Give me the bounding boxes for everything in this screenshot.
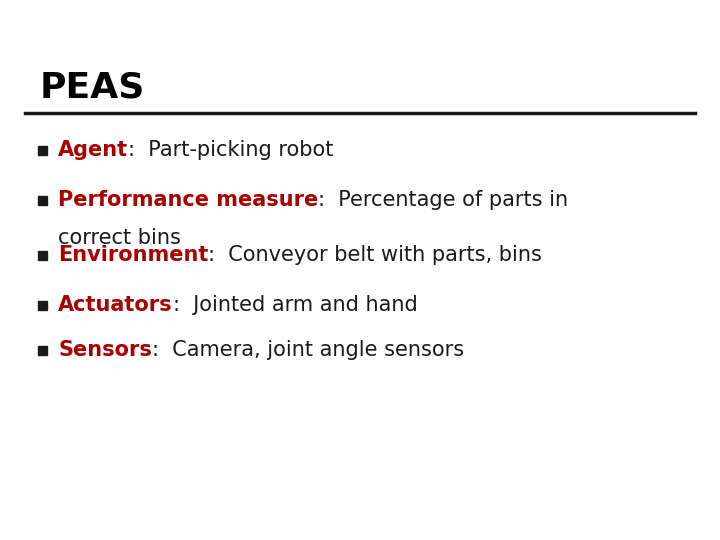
Text: :  Jointed arm and hand: : Jointed arm and hand [173, 295, 418, 315]
Text: :  Conveyor belt with parts, bins: : Conveyor belt with parts, bins [208, 245, 542, 265]
Text: CS 370 – Artificial Intelligence: CS 370 – Artificial Intelligence [29, 516, 217, 529]
Text: Performance measure: Performance measure [58, 190, 318, 210]
Text: Dr. Mohamed Tounsi: Dr. Mohamed Tounsi [297, 516, 423, 529]
Bar [38, 251, 47, 260]
Text: PSU: PSU [626, 516, 651, 529]
Text: Agent: Agent [58, 140, 128, 160]
Text: Actuators: Actuators [58, 295, 173, 315]
Bar [38, 146, 47, 155]
Text: :  Camera, joint angle sensors: : Camera, joint angle sensors [152, 340, 464, 360]
Text: Environment: Environment [58, 245, 208, 265]
Text: correct bins: correct bins [58, 228, 181, 248]
Text: :  Percentage of parts in: : Percentage of parts in [318, 190, 568, 210]
Text: PEAS: PEAS [40, 70, 145, 104]
Bar [38, 196, 47, 205]
Bar [38, 346, 47, 355]
Bar [38, 301, 47, 310]
Text: :  Part-picking robot: : Part-picking robot [128, 140, 333, 160]
Text: Sensors: Sensors [58, 340, 152, 360]
